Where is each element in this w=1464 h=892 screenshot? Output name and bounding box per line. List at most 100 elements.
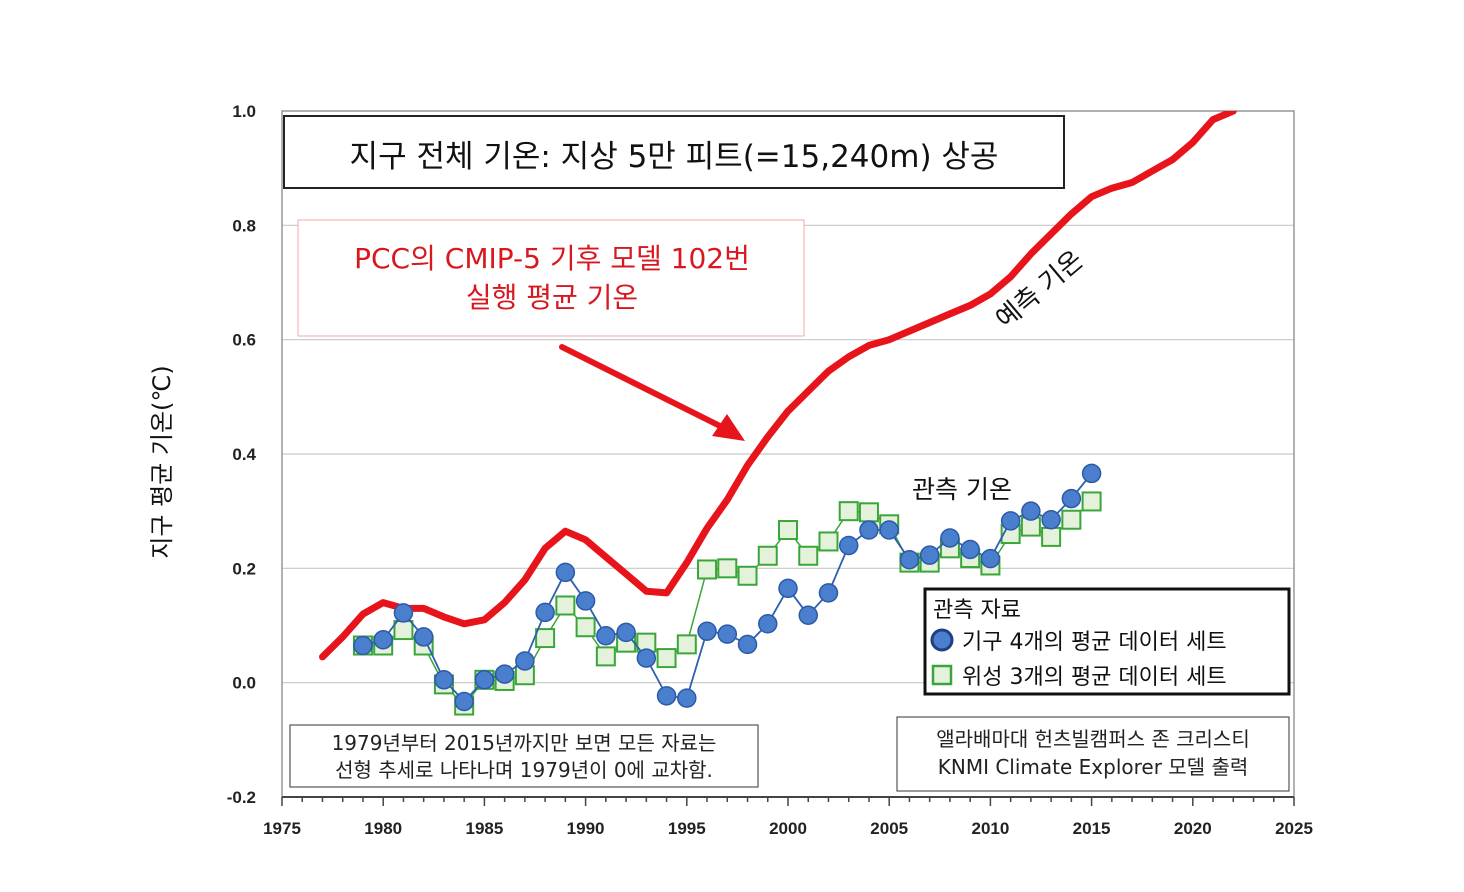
balloon-point xyxy=(596,626,616,646)
note-line2: 선형 추세로 나타나며 1979년이 0에 교차함. xyxy=(335,758,713,782)
x-tick-label: 2010 xyxy=(971,819,1009,838)
y-tick-label: 0.0 xyxy=(232,674,256,693)
balloon-point xyxy=(515,651,535,671)
balloon-point xyxy=(859,520,879,540)
satellite-point xyxy=(575,617,596,638)
balloon-point xyxy=(1041,509,1061,530)
balloon-point xyxy=(393,603,414,623)
balloon-point xyxy=(919,545,940,565)
note-box: 1979년부터 2015년까지만 보면 모든 자료는 선형 추세로 나타나며 1… xyxy=(289,724,759,788)
x-tick-label: 2000 xyxy=(769,819,807,838)
observed-label: 관측 기온 xyxy=(912,475,1012,504)
x-tick-label: 2015 xyxy=(1073,819,1111,838)
balloon-point xyxy=(717,624,738,644)
balloon-point xyxy=(818,583,839,603)
balloon-point xyxy=(656,686,677,706)
satellite-point xyxy=(798,545,819,566)
x-tick-label: 1990 xyxy=(567,819,605,838)
balloon-point xyxy=(353,635,373,656)
x-tick-label: 1995 xyxy=(668,819,706,838)
balloon-point xyxy=(940,528,960,548)
balloon-point xyxy=(1000,511,1021,531)
satellite-point xyxy=(393,620,414,641)
satellite-point xyxy=(717,558,738,579)
balloon-point xyxy=(899,550,920,570)
balloon-point xyxy=(758,614,778,634)
x-tick-label: 1975 xyxy=(263,819,301,838)
legend-title: 관측 자료 xyxy=(933,598,1021,623)
balloon-point xyxy=(575,591,596,611)
chart-title: 지구 전체 기온: 지상 5만 피트(=15,240m) 상공 xyxy=(350,139,999,175)
satellite-point xyxy=(555,595,576,616)
balloon-point xyxy=(798,605,818,625)
balloon-point xyxy=(879,520,899,540)
balloon-point xyxy=(555,562,576,583)
legend: 관측 자료 기구 4개의 평균 데이터 세트 위성 3개의 평균 데이터 세트 xyxy=(923,587,1291,696)
y-tick-label: 0.4 xyxy=(232,445,256,464)
credit-line2: KNMI Climate Explorer 모델 출력 xyxy=(938,755,1249,779)
satellite-point xyxy=(697,559,718,580)
forecast-label: 예측 기온 xyxy=(990,245,1089,335)
balloon-point xyxy=(616,622,636,643)
credit-line1: 앨라배마대 헌츠빌캠퍼스 존 크리스티 xyxy=(936,727,1249,751)
x-tick-label: 2020 xyxy=(1174,819,1212,838)
balloon-point xyxy=(535,602,555,623)
satellite-point xyxy=(838,501,859,522)
balloon-point xyxy=(737,634,758,655)
balloon-point xyxy=(697,621,717,641)
satellite-point xyxy=(595,646,616,667)
satellite-point xyxy=(778,520,798,541)
balloon-point xyxy=(454,691,474,712)
y-tick-label: 0.8 xyxy=(232,216,256,235)
legend-satellite-label: 위성 3개의 평균 데이터 세트 xyxy=(962,665,1227,690)
balloon-point xyxy=(838,535,859,556)
balloon-point xyxy=(413,627,434,647)
y-tick-label: 1.0 xyxy=(232,102,256,121)
series-forecast-line xyxy=(319,111,1237,661)
satellite-point xyxy=(737,565,758,586)
satellite-point xyxy=(818,531,839,552)
model-annotation-box: PCC의 CMIP-5 기후 모델 102번 실행 평균 기온 xyxy=(297,219,805,337)
satellite-point xyxy=(535,628,556,649)
tick-labels: 1.0 0.8 0.6 0.4 0.2 0.0 -0.2 1975 1980 1985 1990 19… xyxy=(227,102,1313,838)
y-tick-label: 0.6 xyxy=(232,331,256,350)
x-tick-label: 1980 xyxy=(364,819,402,838)
series-layer xyxy=(319,111,1237,716)
balloon-point xyxy=(373,630,393,650)
legend-satellite-marker xyxy=(931,664,953,686)
satellite-point xyxy=(1081,491,1102,512)
credit-box: 앨라배마대 헌츠빌캠퍼스 존 크리스티 KNMI Climate Explore… xyxy=(896,716,1290,792)
axes xyxy=(281,110,1295,806)
model-arrow xyxy=(559,344,745,441)
model-annotation-line2: 실행 평균 기온 xyxy=(466,281,638,314)
x-tick-label: 2025 xyxy=(1275,819,1313,838)
balloon-point xyxy=(960,539,980,560)
satellite-point xyxy=(676,634,697,655)
y-tick-label: 0.2 xyxy=(232,559,256,578)
legend-balloon-label: 기구 4개의 평균 데이터 세트 xyxy=(962,630,1227,655)
balloon-point xyxy=(636,648,657,668)
balloon-point xyxy=(434,670,454,690)
x-tick-label: 1985 xyxy=(465,819,503,838)
balloon-point xyxy=(980,548,1001,569)
satellite-point xyxy=(757,545,778,566)
satellite-point xyxy=(656,648,677,669)
y-axis-label: 지구 평균 기온(℃) xyxy=(148,365,176,558)
title-box: 지구 전체 기온: 지상 5만 피트(=15,240m) 상공 xyxy=(283,115,1065,189)
legend-balloon-marker xyxy=(930,628,954,652)
x-tick-label: 2005 xyxy=(870,819,908,838)
balloon-point xyxy=(474,670,495,690)
satellite-point xyxy=(1061,509,1082,530)
satellite-point xyxy=(858,502,879,523)
y-tick-label: -0.2 xyxy=(227,788,256,807)
balloon-point xyxy=(1061,488,1082,509)
model-annotation-line1: PCC의 CMIP-5 기후 모델 102번 xyxy=(354,242,750,275)
balloon-point xyxy=(1081,463,1102,484)
balloon-point xyxy=(778,578,798,599)
note-line1: 1979년부터 2015년까지만 보면 모든 자료는 xyxy=(332,731,717,755)
balloon-point xyxy=(494,664,515,684)
balloon-point xyxy=(677,688,697,708)
satellite-point xyxy=(1041,526,1062,547)
balloon-point xyxy=(1021,501,1041,521)
